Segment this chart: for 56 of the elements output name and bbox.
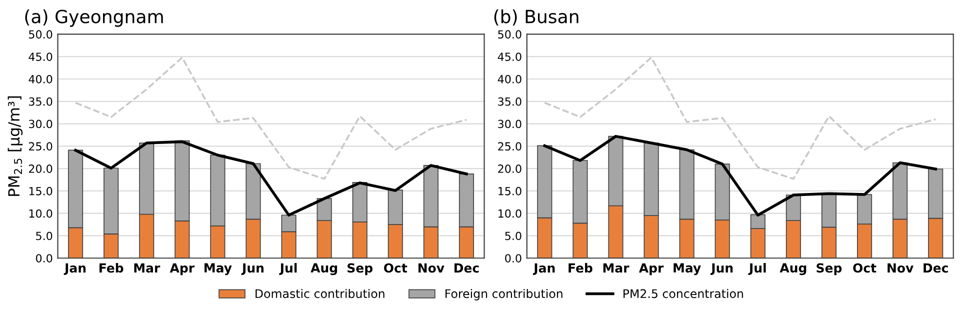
y-tick-label: 0.0	[505, 254, 522, 263]
x-tick-label: Jan	[64, 263, 86, 275]
x-tick-label: Oct	[384, 263, 408, 273]
line-series	[74, 56, 468, 180]
y-tick-label: 35.0	[498, 97, 522, 106]
y-tick-label: 50.0	[498, 30, 522, 39]
y-tick-label: 45.0	[498, 52, 522, 61]
legend-label: Domastic contribution	[256, 288, 384, 298]
x-tick-label: Feb	[568, 262, 592, 273]
x-tick-label: May	[674, 263, 701, 276]
x-tick-label: Mar	[134, 263, 160, 273]
y-tick-label: 20.0	[28, 164, 52, 173]
y-tick-label: 10.0	[498, 209, 522, 218]
chart-title: (b) Busan	[494, 9, 578, 26]
y-tick-label: 50.0	[29, 30, 52, 39]
y-tick-label: 15.0	[498, 186, 522, 196]
y-tick-label: 15.0	[29, 186, 52, 196]
y-tick-label: 5.0	[36, 232, 52, 240]
x-tick-label: Sep	[816, 263, 842, 276]
y-tick-label: 30.0	[498, 120, 522, 128]
x-tick-label: Aug	[310, 263, 338, 276]
x-tick-label: Jul	[279, 262, 297, 275]
x-tick-label: Feb	[100, 262, 124, 273]
legend-label: Foreign contribution	[446, 288, 562, 300]
y-tick-label: 30.0	[29, 120, 52, 128]
x-tick-label: May	[204, 263, 232, 276]
y-tick-label: 25.0	[28, 142, 52, 151]
x-tick-label: Dec	[454, 263, 479, 273]
y-tick-label: 5.0	[505, 232, 522, 240]
x-tick-label: Aug	[780, 263, 806, 276]
x-tick-label: Apr	[170, 263, 195, 276]
line-series	[74, 140, 468, 217]
x-tick-label: Apr	[638, 263, 664, 276]
y-tick-label: 40.0	[28, 74, 52, 84]
y-axis-title: PM$_{2.5}$ [μg/m³]	[8, 96, 23, 196]
y-tick-label: 45.0	[28, 52, 52, 61]
x-tick-label: Jun	[710, 263, 733, 275]
y-tick-label: 35.0	[29, 97, 52, 106]
y-tick-label: 20.0	[498, 164, 522, 173]
x-tick-label: Jul	[748, 262, 766, 275]
x-tick-label: Nov	[888, 263, 914, 273]
x-tick-label: Nov	[418, 263, 444, 273]
legend-label: PM2.5 concentration	[624, 288, 743, 298]
x-tick-label: Dec	[924, 263, 948, 273]
line-series	[544, 56, 937, 180]
y-tick-label: 40.0	[498, 74, 522, 84]
y-tick-label: 10.0	[29, 209, 52, 218]
x-tick-label: Sep	[348, 263, 373, 276]
x-tick-label: Oct	[853, 263, 876, 273]
x-tick-label: Jun	[241, 263, 264, 275]
y-tick-label: 0.0	[36, 254, 52, 263]
chart-title: (a) Gyeongnam	[25, 9, 163, 27]
line-series	[543, 134, 937, 217]
y-tick-label: 25.0	[498, 142, 522, 151]
x-tick-label: Mar	[603, 263, 630, 273]
x-tick-label: Jan	[532, 263, 555, 275]
